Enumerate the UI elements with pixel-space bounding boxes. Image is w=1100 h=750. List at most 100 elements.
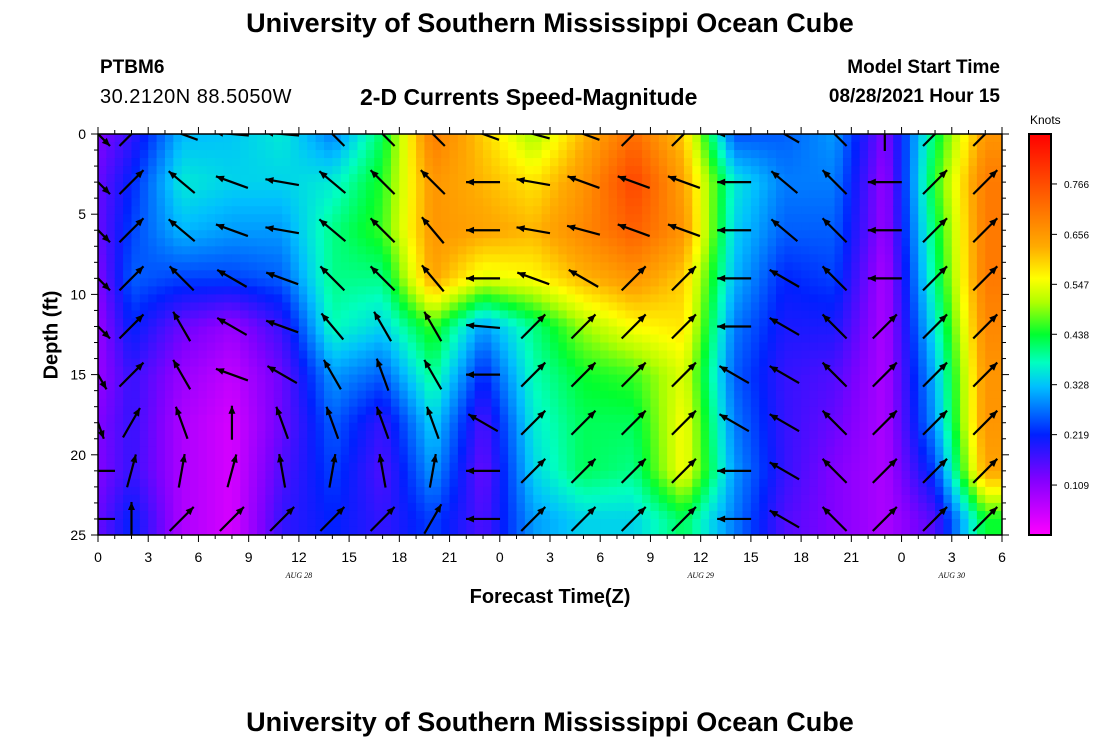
heatmap-cell: [709, 398, 719, 408]
heatmap-cell: [432, 486, 442, 496]
heatmap-cell: [658, 342, 668, 352]
heatmap-cell: [106, 198, 116, 207]
heatmap-cell: [600, 206, 610, 215]
heatmap-cell: [106, 286, 116, 295]
heatmap-cell: [516, 342, 526, 352]
heatmap-cell: [307, 150, 317, 159]
heatmap-cell: [156, 350, 166, 360]
heatmap-cell: [700, 510, 710, 520]
heatmap-cell: [876, 278, 886, 287]
heatmap-cell: [248, 214, 258, 223]
heatmap-cell: [114, 230, 124, 239]
heatmap-cell: [516, 182, 526, 191]
heatmap-cell: [826, 374, 836, 384]
heatmap-cell: [600, 478, 610, 488]
heatmap-cell: [817, 486, 827, 496]
heatmap-cell: [616, 158, 626, 167]
heatmap-cell: [315, 150, 325, 159]
heatmap-cell: [424, 310, 434, 320]
heatmap-cell: [826, 254, 836, 263]
heatmap-cell: [868, 302, 878, 312]
heatmap-cell: [156, 150, 166, 159]
heatmap-cell: [114, 270, 124, 279]
heatmap-cell: [449, 382, 459, 392]
heatmap-cell: [190, 334, 200, 344]
heatmap-cell: [399, 310, 409, 320]
heatmap-cell: [533, 326, 543, 336]
heatmap-cell: [223, 398, 233, 408]
heatmap-cell: [725, 430, 735, 440]
heatmap-cell: [483, 358, 493, 368]
heatmap-cell: [566, 342, 576, 352]
heatmap-cell: [181, 270, 191, 279]
heatmap-cell: [114, 150, 124, 159]
heatmap-cell: [390, 406, 400, 416]
heatmap-cell: [692, 158, 702, 167]
heatmap-cell: [332, 446, 342, 456]
heatmap-cell: [700, 166, 710, 175]
heatmap-cell: [357, 342, 367, 352]
heatmap-cell: [206, 302, 216, 312]
heatmap-cell: [717, 198, 727, 207]
heatmap-cell: [265, 526, 275, 535]
heatmap-cell: [675, 430, 685, 440]
heatmap-cell: [742, 430, 752, 440]
heatmap-cell: [842, 294, 852, 304]
heatmap-cell: [575, 510, 585, 520]
heatmap-cell: [282, 342, 292, 352]
heatmap-cell: [290, 406, 300, 416]
heatmap-cell: [658, 430, 668, 440]
heatmap-cell: [340, 486, 350, 496]
heatmap-cell: [826, 454, 836, 464]
heatmap-cell: [123, 206, 133, 215]
heatmap-cell: [248, 230, 258, 239]
heatmap-cell: [466, 438, 476, 448]
heatmap-cell: [876, 294, 886, 304]
heatmap-cell: [625, 414, 635, 424]
heatmap-cell: [265, 326, 275, 336]
heatmap-cell: [139, 238, 149, 247]
heatmap-cell: [792, 198, 802, 207]
heatmap-cell: [181, 390, 191, 400]
heatmap-cell: [98, 494, 107, 504]
heatmap-cell: [750, 326, 760, 336]
heatmap-cell: [524, 382, 534, 392]
heatmap-cell: [776, 142, 785, 151]
heatmap-cell: [750, 278, 760, 287]
heatmap-cell: [667, 374, 677, 384]
heatmap-cell: [575, 278, 585, 287]
heatmap-cell: [257, 350, 267, 360]
heatmap-cell: [734, 158, 744, 167]
heatmap-cell: [633, 334, 643, 344]
heatmap-cell: [474, 382, 484, 392]
heatmap-cell: [131, 494, 141, 504]
heatmap-cell: [508, 382, 518, 392]
heatmap-cell: [868, 318, 878, 328]
heatmap-cell: [181, 318, 191, 328]
heatmap-cell: [424, 318, 434, 328]
heatmap-cell: [650, 390, 660, 400]
heatmap-cell: [148, 142, 158, 151]
heatmap-cell: [340, 278, 350, 287]
heatmap-cell: [508, 398, 518, 408]
heatmap-cell: [123, 166, 133, 175]
heatmap-cell: [290, 182, 300, 191]
heatmap-cell: [499, 366, 509, 376]
heatmap-cell: [566, 310, 576, 320]
heatmap-cell: [407, 270, 417, 279]
heatmap-cell: [257, 206, 267, 215]
heatmap-cell: [114, 438, 124, 448]
heatmap-cell: [524, 182, 534, 191]
heatmap-cell: [349, 454, 359, 464]
heatmap-cell: [315, 270, 325, 279]
heatmap-cell: [725, 454, 735, 464]
heatmap-cell: [759, 470, 769, 480]
heatmap-cell: [399, 510, 409, 520]
heatmap-cell: [508, 462, 518, 472]
heatmap-cell: [683, 406, 693, 416]
heatmap-cell: [600, 526, 610, 535]
heatmap-cell: [742, 238, 752, 247]
heatmap-cell: [575, 358, 585, 368]
heatmap-cell: [340, 430, 350, 440]
heatmap-cell: [324, 526, 333, 535]
